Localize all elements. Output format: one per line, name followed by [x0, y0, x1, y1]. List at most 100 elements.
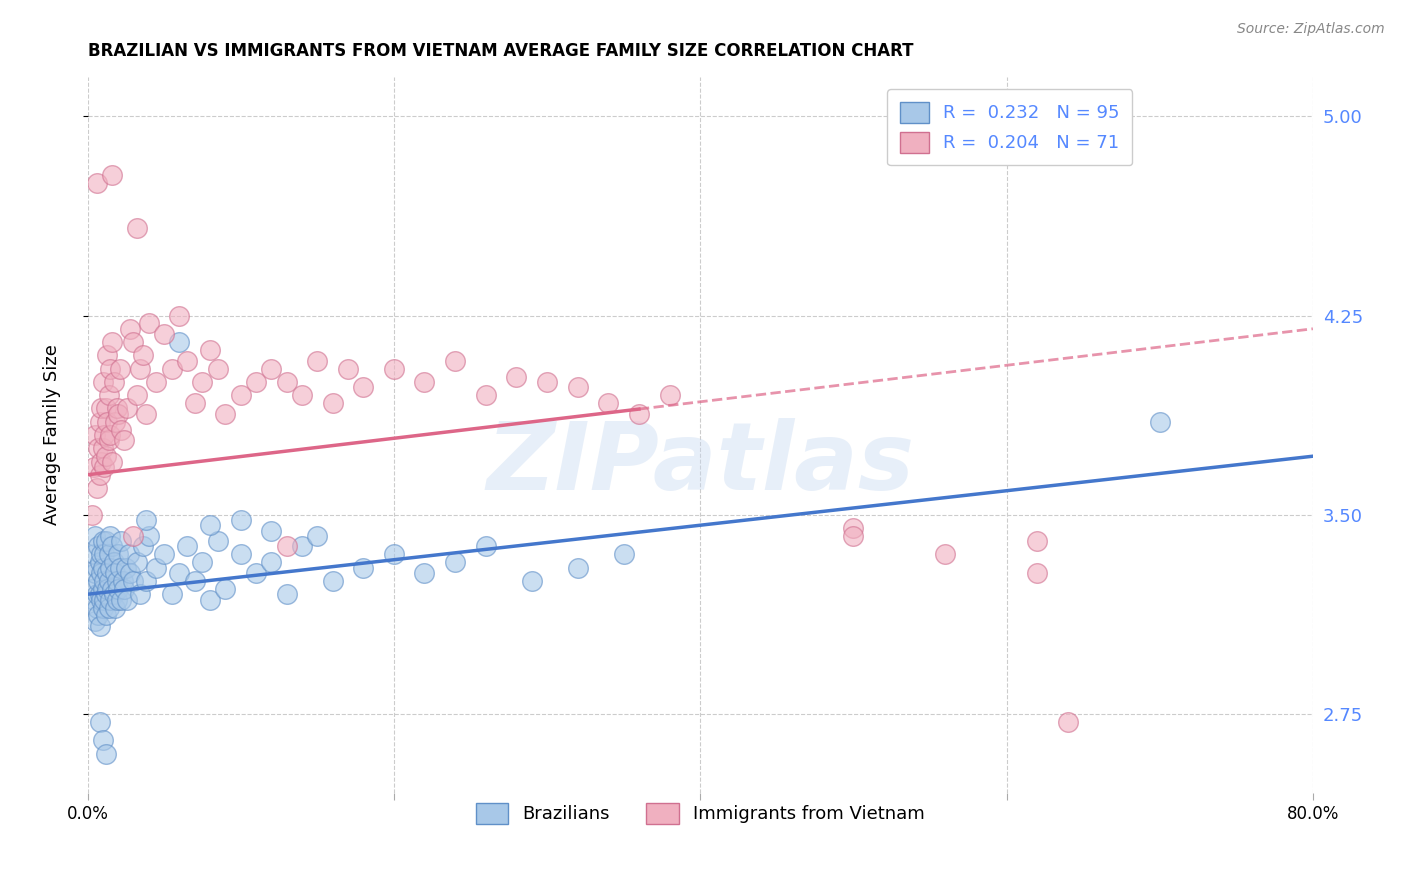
- Point: [84, 428, 107, 442]
- Point: [105, 401, 128, 416]
- Point: [598, 396, 620, 410]
- Point: [122, 574, 145, 588]
- Point: [214, 582, 236, 596]
- Point: [245, 566, 267, 580]
- Point: [135, 407, 157, 421]
- Point: [91, 534, 114, 549]
- Point: [198, 343, 221, 357]
- Text: Source: ZipAtlas.com: Source: ZipAtlas.com: [1237, 22, 1385, 37]
- Point: [83, 548, 105, 562]
- Point: [91, 600, 114, 615]
- Point: [94, 534, 117, 549]
- Point: [118, 548, 141, 562]
- Point: [207, 361, 229, 376]
- Point: [145, 560, 167, 574]
- Point: [260, 361, 283, 376]
- Point: [934, 548, 956, 562]
- Point: [107, 548, 129, 562]
- Point: [110, 423, 132, 437]
- Text: ZIPatlas: ZIPatlas: [486, 417, 914, 509]
- Point: [138, 317, 160, 331]
- Point: [89, 619, 111, 633]
- Point: [117, 401, 139, 416]
- Point: [229, 513, 252, 527]
- Point: [89, 714, 111, 729]
- Point: [658, 388, 681, 402]
- Point: [128, 361, 150, 376]
- Point: [120, 566, 142, 580]
- Point: [131, 540, 153, 554]
- Point: [103, 375, 125, 389]
- Point: [97, 600, 120, 615]
- Point: [97, 574, 120, 588]
- Point: [229, 388, 252, 402]
- Point: [101, 334, 124, 349]
- Point: [91, 733, 114, 747]
- Point: [198, 592, 221, 607]
- Point: [169, 334, 191, 349]
- Point: [89, 415, 111, 429]
- Point: [184, 574, 207, 588]
- Point: [96, 415, 118, 429]
- Point: [567, 380, 589, 394]
- Point: [108, 361, 131, 376]
- Point: [176, 353, 198, 368]
- Point: [322, 396, 344, 410]
- Point: [352, 560, 374, 574]
- Point: [100, 560, 122, 574]
- Point: [107, 582, 129, 596]
- Point: [352, 380, 374, 394]
- Point: [89, 467, 111, 482]
- Point: [93, 592, 115, 607]
- Point: [1026, 566, 1049, 580]
- Point: [93, 548, 115, 562]
- Point: [86, 481, 108, 495]
- Point: [107, 407, 129, 421]
- Point: [112, 582, 135, 596]
- Point: [276, 540, 298, 554]
- Point: [93, 574, 115, 588]
- Point: [89, 555, 111, 569]
- Point: [110, 592, 132, 607]
- Point: [84, 529, 107, 543]
- Point: [128, 587, 150, 601]
- Point: [89, 587, 111, 601]
- Point: [93, 428, 115, 442]
- Point: [97, 548, 120, 562]
- Point: [520, 574, 543, 588]
- Point: [90, 548, 112, 562]
- Point: [229, 548, 252, 562]
- Point: [153, 548, 176, 562]
- Point: [94, 401, 117, 416]
- Point: [104, 600, 127, 615]
- Point: [82, 582, 104, 596]
- Point: [191, 375, 214, 389]
- Point: [105, 592, 128, 607]
- Point: [135, 513, 157, 527]
- Point: [94, 608, 117, 623]
- Point: [505, 369, 527, 384]
- Point: [307, 529, 329, 543]
- Point: [83, 592, 105, 607]
- Point: [567, 560, 589, 574]
- Point: [1026, 534, 1049, 549]
- Point: [291, 388, 314, 402]
- Point: [322, 574, 344, 588]
- Point: [842, 521, 865, 535]
- Point: [96, 582, 118, 596]
- Point: [82, 508, 104, 522]
- Point: [97, 388, 120, 402]
- Point: [260, 555, 283, 569]
- Point: [191, 555, 214, 569]
- Point: [120, 322, 142, 336]
- Point: [276, 587, 298, 601]
- Point: [86, 600, 108, 615]
- Point: [91, 560, 114, 574]
- Point: [214, 407, 236, 421]
- Point: [112, 434, 135, 448]
- Point: [84, 566, 107, 580]
- Point: [100, 529, 122, 543]
- Point: [103, 587, 125, 601]
- Point: [198, 518, 221, 533]
- Point: [382, 548, 405, 562]
